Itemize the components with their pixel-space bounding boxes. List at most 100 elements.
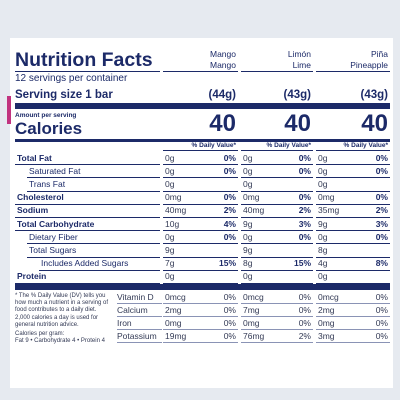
row-rule (163, 303, 238, 304)
servings: 12 servings per container (15, 73, 128, 84)
column-name: Mango (210, 49, 236, 59)
row-rule (15, 230, 160, 231)
nutrient-label: Protein (17, 271, 47, 282)
column-name-en: Pineapple (350, 60, 388, 70)
nutrient-label: Dietary Fiber (29, 231, 78, 242)
vitamin-dv: 2% (298, 331, 311, 341)
row-rule (27, 190, 160, 192)
nutrient-amount: 40mg (243, 205, 265, 216)
title: Nutrition Facts (15, 49, 153, 71)
row-rule (241, 177, 313, 178)
row-rule (241, 329, 313, 330)
row-rule (241, 190, 313, 192)
vitamin-dv: 0% (298, 318, 311, 328)
vitamin-amount: 7mg (243, 305, 260, 315)
daily-value-heading: % Daily Value* (266, 142, 311, 149)
vitamin-amount: 0mg (165, 318, 182, 328)
row-rule (27, 256, 160, 258)
nutrient-amount: 0g (318, 152, 328, 163)
calories-label: Calories (15, 119, 83, 138)
nutrient-dv: 0% (223, 152, 236, 163)
row-rule (163, 269, 238, 271)
nutrient-amount: 0g (165, 165, 175, 176)
nutrient-amount: 0g (165, 152, 175, 163)
nutrient-amount: 9g (318, 218, 328, 229)
row-rule (163, 190, 238, 192)
daily-value-heading: % Daily Value* (191, 142, 236, 149)
nutrient-amount: 9g (243, 244, 253, 255)
nutrient-dv: 8% (375, 258, 388, 269)
row-rule (241, 303, 313, 304)
footnote: * The % Daily Value (DV) tells you how m… (15, 293, 109, 328)
row-rule (15, 282, 160, 284)
nutrient-dv: 0% (223, 231, 236, 242)
vitamin-amount: 0mg (243, 318, 260, 328)
vitamin-amount: 0mcg (318, 292, 339, 302)
vitamin-dv: 0% (223, 318, 236, 328)
nutrient-label: Cholesterol (17, 192, 64, 203)
vitamin-dv: 0% (223, 331, 236, 341)
nutrient-label: Total Carbohydrate (17, 218, 95, 229)
row-rule (163, 316, 238, 317)
row-rule (117, 303, 162, 304)
nutrient-amount: 40mg (165, 205, 187, 216)
nutrient-dv: 0% (298, 231, 311, 242)
row-rule (241, 269, 313, 271)
row-rule (316, 216, 390, 218)
row-rule (117, 342, 162, 343)
row-rule (316, 269, 390, 271)
nutrient-label: Trans Fat (29, 178, 66, 189)
nutrient-dv: 0% (223, 192, 236, 203)
row-rule (316, 316, 390, 317)
nutrient-amount: 4g (318, 258, 328, 269)
row-rule (241, 342, 313, 343)
nutrient-dv: 15% (293, 258, 311, 269)
nutrient-amount: 9g (165, 244, 175, 255)
vitamin-amount: 3mg (318, 331, 335, 341)
row-rule (163, 203, 238, 205)
vitamin-dv: 0% (375, 318, 388, 328)
column-rule (163, 71, 238, 72)
vitamin-amount: 76mg (243, 331, 265, 341)
nutrient-label: Sodium (17, 205, 49, 216)
nutrient-amount: 0g (243, 152, 253, 163)
thick-bar (15, 103, 390, 109)
vitamin-dv: 0% (298, 305, 311, 315)
serving-weight: (43g) (360, 89, 388, 101)
vitamin-label: Vitamin D (117, 292, 154, 302)
vitamin-label: Calcium (117, 305, 148, 315)
row-rule (241, 230, 313, 231)
vitamin-dv: 0% (223, 305, 236, 315)
nutrient-amount: 8g (318, 244, 328, 255)
nutrient-amount: 0g (318, 231, 328, 242)
vitamin-amount: 19mg (165, 331, 187, 341)
row-rule (241, 282, 313, 284)
nutrient-amount: 0g (318, 165, 328, 176)
row-rule (39, 269, 160, 271)
vitamin-label: Potassium (117, 331, 157, 341)
nutrient-amount: 10g (165, 218, 180, 229)
vitamin-dv: 0% (375, 305, 388, 315)
calories-per-gram: Calories per gram: (15, 331, 65, 337)
nutrient-amount: 35mg (318, 205, 340, 216)
row-rule (163, 282, 238, 284)
nutrient-amount: 9g (243, 218, 253, 229)
nutrient-dv: 0% (375, 192, 388, 203)
calories-value: 40 (361, 110, 388, 137)
serving-size: Serving size 1 bar (15, 89, 113, 101)
dv-rule (163, 150, 238, 151)
vitamin-dv: 0% (375, 292, 388, 302)
serving-weight: (44g) (208, 89, 236, 101)
row-rule (316, 190, 390, 192)
calories-value: 40 (284, 110, 311, 137)
nutrient-label: Saturated Fat (29, 165, 81, 176)
row-rule (241, 243, 313, 244)
nutrient-label: Total Sugars (29, 244, 77, 255)
nutrient-label: Total Fat (17, 152, 52, 163)
nutrient-label: Includes Added Sugars (41, 258, 129, 269)
vitamin-amount: 0mcg (243, 292, 264, 302)
row-rule (316, 230, 390, 231)
column-name-en: Mango (210, 60, 236, 70)
row-rule (316, 164, 390, 165)
serving-weight: (43g) (283, 89, 311, 101)
